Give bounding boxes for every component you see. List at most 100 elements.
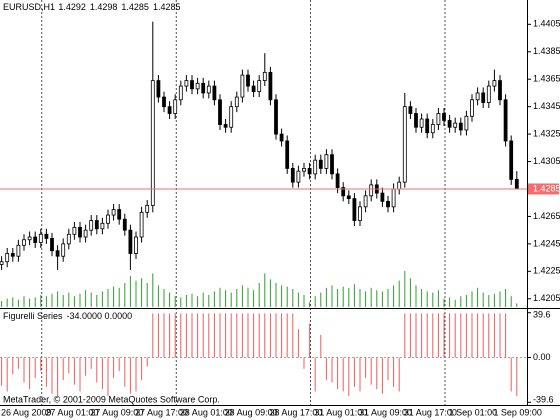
- candle-body: [206, 85, 211, 94]
- candle-body: [464, 115, 469, 131]
- candle-body: [218, 99, 222, 125]
- y-tick-label: -39.6: [533, 394, 554, 404]
- candle-body: [369, 184, 374, 197]
- x-tick-label: 27 Aug 17:00: [135, 407, 188, 417]
- candle-body: [509, 140, 514, 180]
- candle-body: [442, 113, 446, 121]
- x-tick-label: 27 Aug 01:00: [45, 407, 98, 417]
- y-tick-label: 1.4345: [533, 101, 560, 111]
- price-label-box: [528, 183, 559, 195]
- candle-body: [212, 85, 217, 101]
- candle-body: [268, 71, 273, 101]
- candle-body: [55, 250, 60, 257]
- y-tick-label: 1.4305: [533, 156, 560, 166]
- candle-body: [178, 85, 183, 101]
- candle-body: [22, 239, 26, 246]
- candle-body: [50, 237, 54, 252]
- last-low: 1.4285: [121, 2, 149, 12]
- candle-body: [156, 80, 161, 98]
- candle-body: [66, 233, 71, 245]
- y-tick-label: 1.4405: [533, 19, 560, 29]
- candle-body: [285, 140, 290, 169]
- candle-body: [44, 233, 49, 239]
- candle-body: [346, 195, 351, 199]
- candle-body: [296, 170, 301, 183]
- candle-body: [475, 92, 480, 101]
- candle-body: [139, 211, 144, 238]
- candle-body: [61, 243, 66, 257]
- candle-body: [402, 106, 407, 183]
- candle-body: [27, 236, 32, 241]
- candle-body: [117, 209, 122, 220]
- candle-body: [313, 159, 318, 175]
- candle-body: [503, 99, 508, 142]
- candle-body: [290, 168, 295, 183]
- candle-body: [229, 106, 234, 128]
- candle-body: [78, 227, 82, 238]
- candle-body: [352, 198, 357, 221]
- x-tick-label: 31 Aug 17:00: [404, 407, 457, 417]
- y-tick-label: 1.4325: [533, 128, 560, 138]
- candle-body: [453, 122, 458, 128]
- candle-body: [380, 192, 385, 202]
- candle-body: [330, 154, 334, 175]
- candle-body: [436, 113, 441, 125]
- candle-body: [251, 85, 256, 92]
- candle-body: [318, 159, 323, 169]
- candle-body: [106, 214, 110, 224]
- indicator-header: Figurelli Series -34.0000 0.0000: [3, 311, 132, 321]
- candle-body: [274, 99, 278, 135]
- candle-body: [83, 229, 88, 238]
- last-high: 1.4298: [90, 2, 118, 12]
- x-tick-label: 31 Aug 01:00: [314, 407, 367, 417]
- x-tick-label: 1 Sep 01:00: [449, 407, 498, 417]
- candle-body: [16, 244, 21, 257]
- candle-body: [419, 118, 424, 128]
- copyright: MetaTrader, © 2001-2009 MetaQuotes Softw…: [3, 394, 220, 404]
- candle-body: [425, 118, 430, 134]
- candle-body: [470, 99, 474, 117]
- x-tick-label: 28 Aug 01:00: [180, 407, 233, 417]
- candle-body: [363, 195, 368, 208]
- candle-body: [246, 74, 250, 87]
- x-tick-label: 27 Aug 09:00: [90, 407, 143, 417]
- candle-body: [128, 229, 133, 254]
- candle-body: [335, 173, 340, 189]
- candle-body: [33, 236, 38, 243]
- candle-body: [240, 74, 245, 98]
- candle-body: [341, 187, 346, 197]
- candle-body: [514, 178, 519, 190]
- candle-body: [195, 82, 200, 90]
- candle-body: [162, 96, 166, 108]
- y-tick-label: 1.4385: [533, 46, 560, 56]
- x-tick-label: 28 Aug 17:00: [269, 407, 322, 417]
- candle-body: [190, 80, 194, 90]
- candle-body: [414, 113, 418, 128]
- price-label: 1.4285: [533, 183, 560, 193]
- candle-body: [111, 209, 116, 216]
- candle-body: [397, 181, 402, 190]
- symbol: EURUSD,H1: [3, 2, 55, 12]
- candle-body: [72, 227, 77, 235]
- y-tick-label: 1.4225: [533, 266, 560, 276]
- candle-body: [100, 222, 105, 230]
- candle-body: [481, 92, 486, 103]
- y-tick-label: 1.4205: [533, 293, 560, 303]
- candle-body: [358, 206, 362, 221]
- candle-body: [0, 261, 4, 265]
- candle-body: [122, 218, 127, 231]
- candle-body: [5, 253, 10, 263]
- candle-body: [447, 119, 452, 128]
- candle-body: [492, 80, 497, 87]
- candle-body: [302, 168, 306, 172]
- candle-body: [145, 205, 150, 213]
- candle-body: [257, 80, 262, 92]
- x-tick-label: 26 Aug 2009: [1, 407, 52, 417]
- y-tick-label: 0.00: [533, 352, 551, 362]
- last-open: 1.4292: [58, 2, 86, 12]
- candle-body: [408, 106, 413, 114]
- y-tick-label: 39.6: [533, 309, 551, 319]
- candle-body: [184, 80, 189, 87]
- candle-body: [201, 82, 206, 94]
